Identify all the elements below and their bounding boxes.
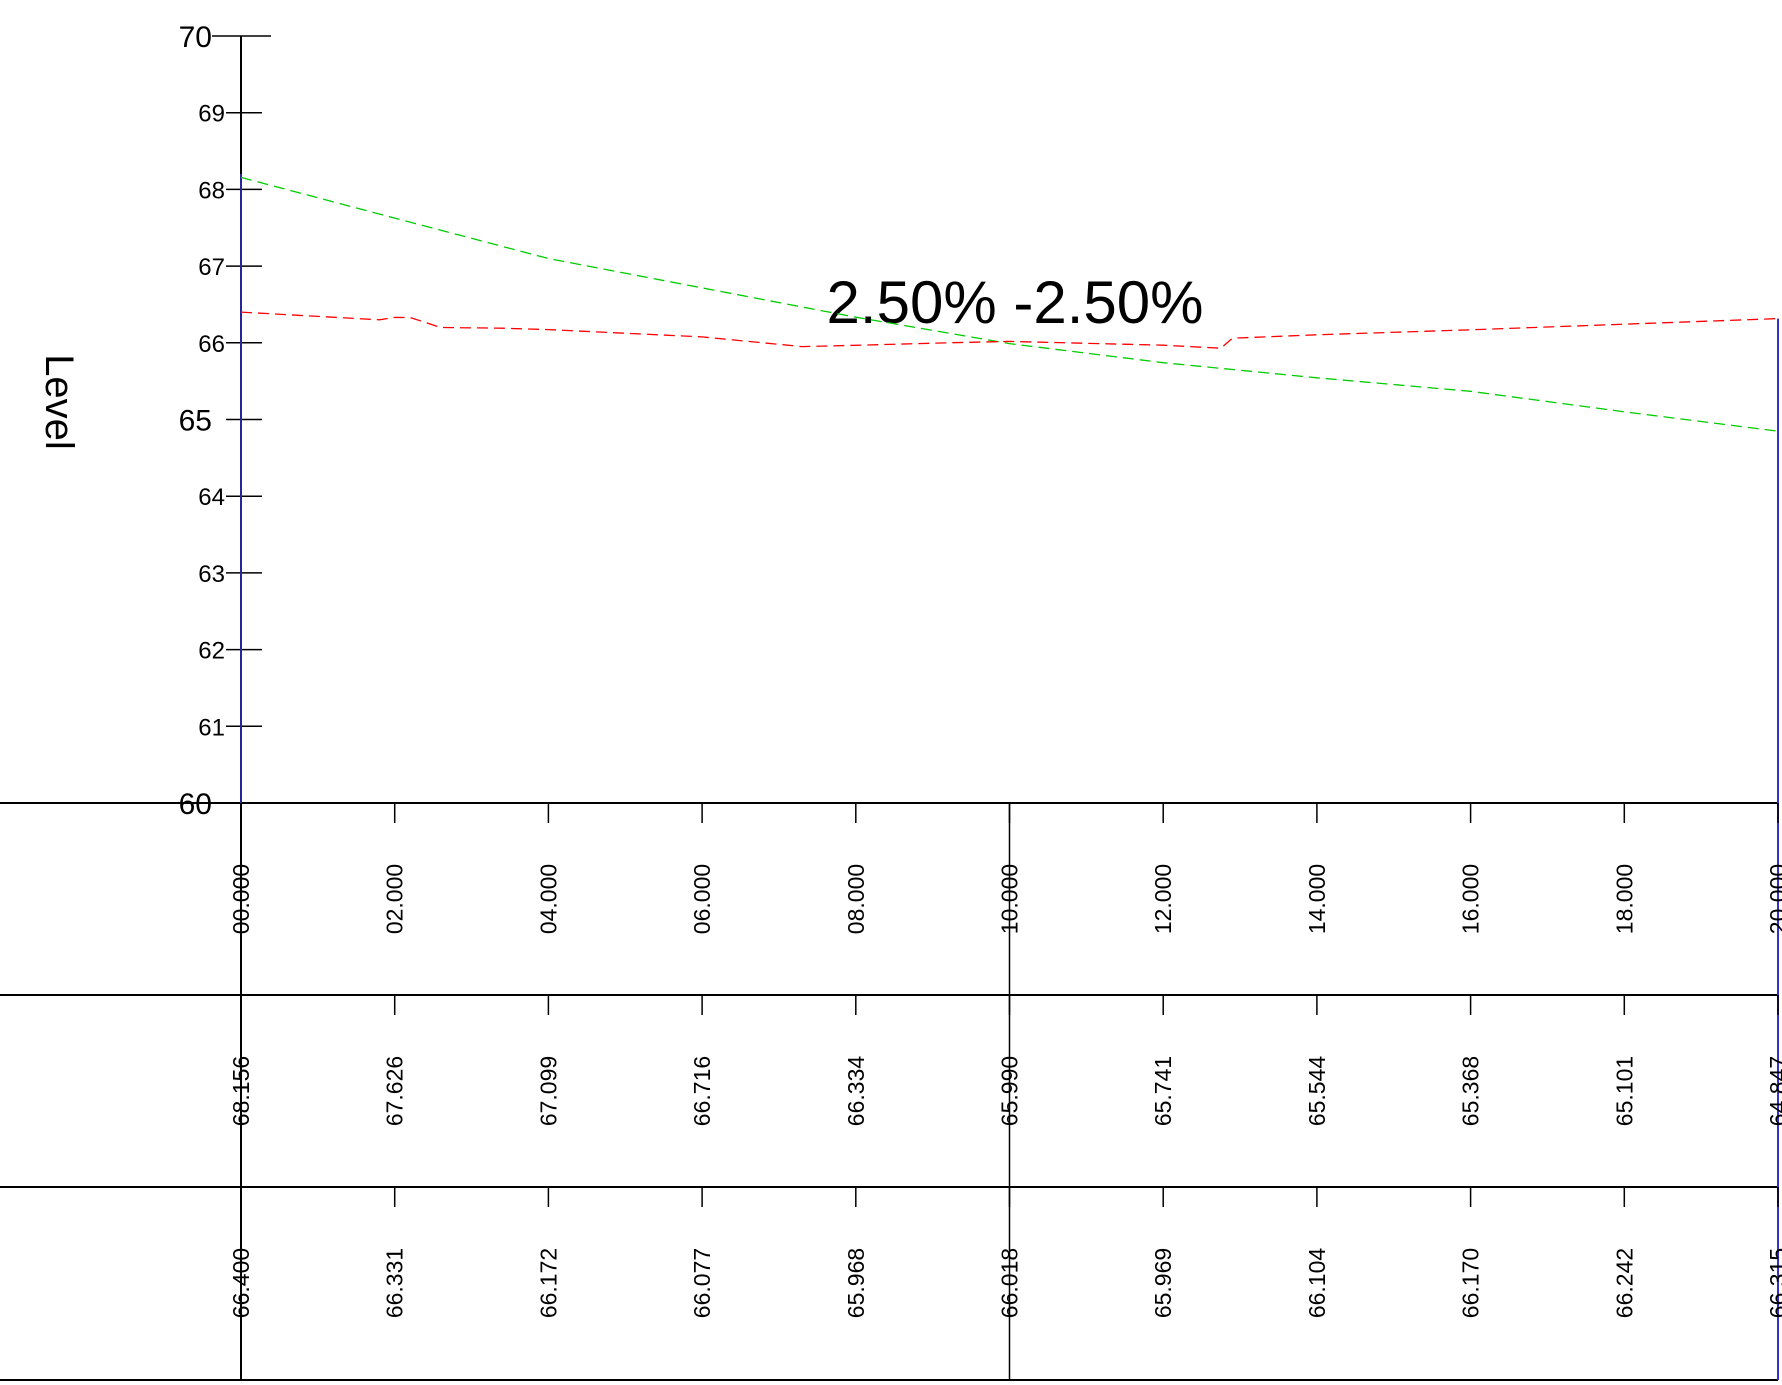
y-tick-label: 63	[198, 561, 225, 588]
y-tick-label: 60	[179, 788, 212, 821]
y-tick-label: 70	[179, 21, 212, 54]
band-label: 10.000	[997, 864, 1023, 934]
band-label: 67.099	[535, 1056, 561, 1126]
band-label: 20.000	[1765, 864, 1782, 934]
band-grid	[0, 174, 1779, 1381]
band-label: 66.077	[689, 1248, 715, 1318]
band-label: 00.000	[228, 864, 254, 934]
band-label: 66.400	[228, 1248, 254, 1318]
band-label: 66.331	[382, 1248, 408, 1318]
band-label: 08.000	[843, 864, 869, 934]
band-label: 65.101	[1611, 1056, 1637, 1126]
y-axis-title: Level	[37, 354, 81, 450]
band-label: 66.315	[1765, 1248, 1782, 1318]
y-tick-label: 69	[198, 101, 225, 128]
band-label: 14.000	[1304, 864, 1330, 934]
band-label: 65.741	[1150, 1056, 1176, 1126]
band-label: 66.716	[689, 1056, 715, 1126]
band-label: 65.968	[843, 1248, 869, 1318]
band-label: 02.000	[382, 864, 408, 934]
y-tick-label: 64	[198, 484, 225, 511]
y-tick-label: 68	[198, 177, 225, 204]
band-label: 65.990	[997, 1056, 1023, 1126]
band-label: 66.242	[1611, 1248, 1637, 1318]
band-label: 12.000	[1150, 864, 1176, 934]
band-label: 66.170	[1458, 1248, 1484, 1318]
band-label: 66.172	[535, 1248, 561, 1318]
y-tick-label: 66	[198, 331, 225, 358]
band-labels: 00.000 02.000 04.000 06.000 08.000 10.000 12.0…	[228, 803, 1782, 1318]
band-label: 65.368	[1458, 1056, 1484, 1126]
band-label: 66.104	[1304, 1248, 1330, 1319]
y-tick-label: 62	[198, 638, 225, 665]
y-tick-label: 67	[198, 254, 225, 281]
band-label: 65.969	[1150, 1248, 1176, 1318]
axis-layer: 70 69 68 67 66 65 64 63 62 61 60	[179, 21, 271, 1380]
band-label: 64.847	[1765, 1056, 1782, 1126]
band-label: 66.018	[997, 1248, 1023, 1318]
band-label: 66.334	[843, 1056, 869, 1127]
y-tick-label: 61	[198, 714, 225, 741]
series-layer	[240, 176, 1779, 432]
band-label: 06.000	[689, 864, 715, 934]
band-label: 04.000	[535, 864, 561, 934]
band-label: 67.626	[382, 1056, 408, 1126]
y-tick-label: 65	[179, 405, 212, 438]
band-label: 68.156	[228, 1056, 254, 1126]
band-label: 65.544	[1304, 1056, 1330, 1127]
band-label: 18.000	[1611, 864, 1637, 934]
grade-annotation: 2.50% -2.50%	[827, 269, 1204, 336]
band-label: 16.000	[1458, 864, 1484, 934]
